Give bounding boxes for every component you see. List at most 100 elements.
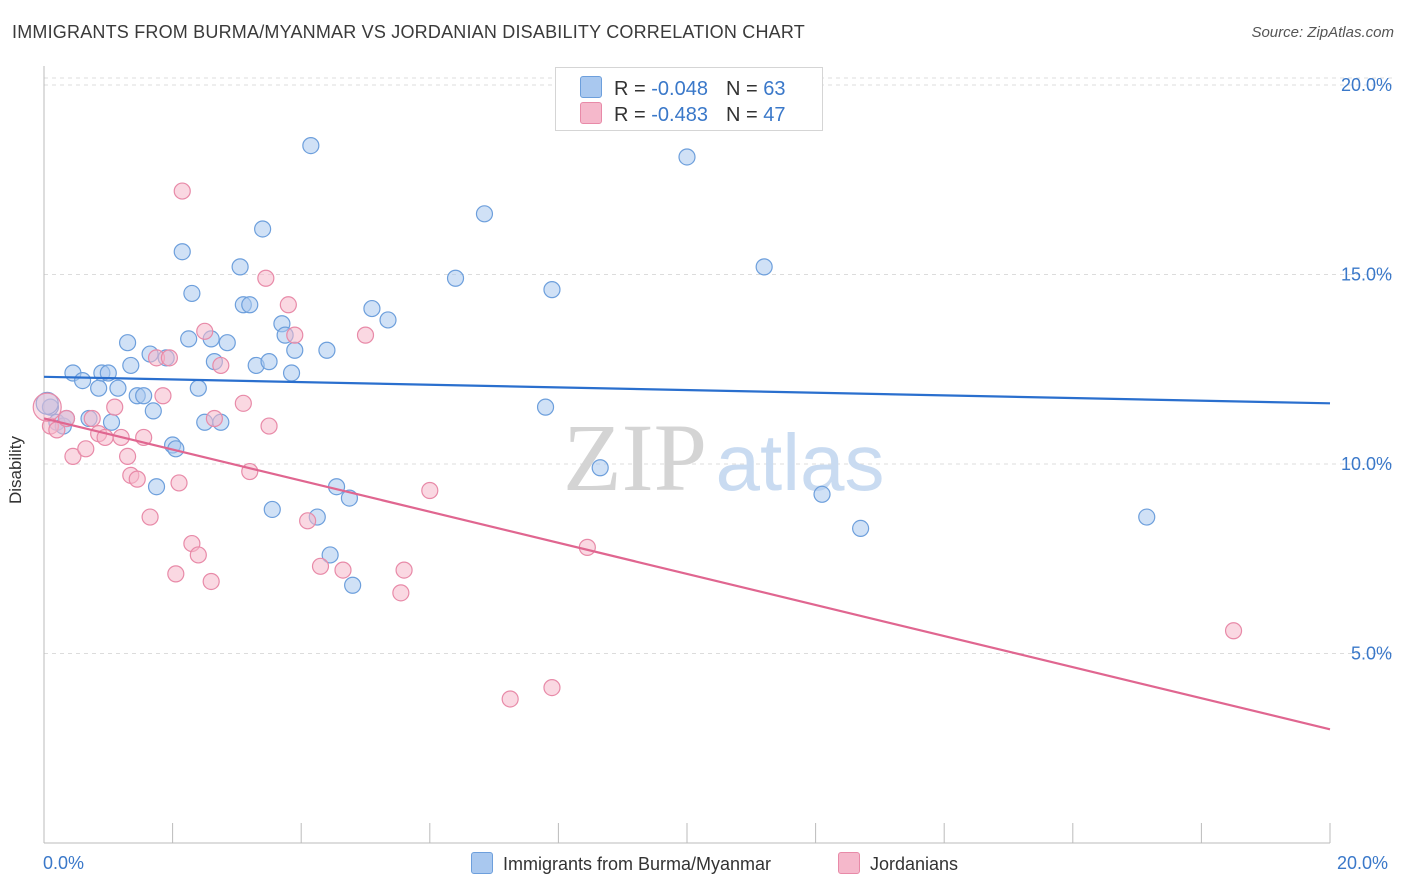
jordanian-point [279, 296, 297, 314]
burma-point [344, 576, 362, 594]
y-tick-label: 15.0% [1341, 264, 1392, 284]
legend-r-label: R = [614, 78, 652, 100]
legend-n-value: 47 [763, 104, 786, 126]
jordanian-trend-line [43, 417, 1331, 731]
jordanian-point [260, 417, 278, 435]
jordanian-point [118, 447, 137, 465]
legend-item-burma: Immigrants from Burma/Myanmar [471, 852, 771, 875]
burma-point [144, 402, 162, 420]
watermark: ZIP atlas [563, 404, 884, 511]
jordanian-point [543, 678, 561, 697]
jordanian-point [170, 474, 188, 492]
burma-point [135, 387, 153, 405]
burma-point [475, 205, 494, 223]
jordanian-point [501, 690, 519, 708]
axes [43, 66, 1331, 844]
jordanian-point-large [32, 392, 62, 422]
x-axis-min-label: 0.0% [43, 853, 85, 873]
burma-point [302, 136, 320, 155]
legend-row-jordanian: R = -0.483 N = 47 [580, 102, 785, 126]
watermark-atlas: atlas [716, 418, 885, 507]
jordanian-point [196, 322, 214, 340]
chart-title: IMMIGRANTS FROM BURMA/MYANMAR VS JORDANI… [12, 22, 805, 42]
legend-row-burma: R = -0.048 N = 63 [580, 76, 785, 100]
burma-point [536, 398, 555, 416]
legend-r-value: -0.048 [651, 78, 708, 100]
jordanian-point [212, 356, 230, 375]
y-tick-label: 5.0% [1351, 643, 1392, 663]
burma-point [379, 311, 397, 329]
burma-point [446, 269, 465, 287]
jordanian-point [1224, 622, 1243, 640]
jordanian-point [392, 584, 410, 602]
y-tick-labels: 5.0% 10.0% 15.0% 20.0% [1341, 75, 1392, 664]
burma-point [109, 379, 127, 397]
x-axis-max-label: 20.0% [1337, 853, 1389, 873]
correlation-legend: R = -0.048 N = 63 R = -0.483 N = 47 [555, 67, 823, 131]
jordanian-point [64, 447, 82, 465]
jordanian-point [334, 561, 352, 579]
series-jordanian-points [32, 182, 1243, 708]
burma-point [543, 281, 561, 299]
burma-point [73, 371, 92, 390]
y-tick-label: 10.0% [1341, 454, 1392, 474]
jordanian-point [83, 409, 101, 428]
jordanian-point [395, 561, 413, 579]
y-tick-label: 20.0% [1341, 75, 1392, 95]
jordanian-point [173, 182, 191, 200]
burma-trend-line [43, 375, 1331, 405]
legend-item-jordanian: Jordanians [838, 852, 958, 875]
burma-point [241, 296, 259, 314]
legend-swatch-burma [471, 852, 493, 874]
jordanian-point [189, 546, 207, 564]
legend-n-label: N = [725, 104, 764, 126]
burma-point [254, 220, 272, 238]
legend-label-burma: Immigrants from Burma/Myanmar [503, 854, 772, 874]
jordanian-point [257, 269, 275, 287]
burma-point [173, 243, 191, 261]
legend-n-value: 63 [763, 78, 786, 100]
burma-point [102, 413, 121, 431]
jordanian-point [154, 387, 172, 405]
burma-point [189, 379, 207, 397]
jordanian-point [106, 398, 124, 416]
burma-point [231, 258, 249, 276]
legend-swatch-jordanian [580, 102, 602, 124]
burma-point [282, 364, 301, 382]
burma-point [591, 459, 609, 477]
legend-swatch-burma [580, 76, 602, 98]
series-burma-points [35, 136, 1156, 594]
series-legend: Immigrants from Burma/Myanmar Jordanians [0, 852, 1406, 878]
jordanian-point [311, 557, 330, 575]
burma-point [321, 546, 339, 564]
jordanian-point [299, 512, 317, 530]
burma-point [1138, 508, 1156, 526]
watermark-zip: ZIP [563, 404, 707, 511]
burma-point [363, 299, 381, 318]
burma-point [118, 334, 137, 352]
burma-point [218, 334, 236, 352]
jordanian-point [167, 565, 185, 583]
burma-point [90, 379, 108, 397]
burma-point [852, 519, 870, 538]
burma-point [260, 353, 278, 371]
legend-n-label: N = [725, 78, 764, 100]
jordanian-point [286, 326, 304, 344]
jordanian-point [202, 572, 220, 591]
burma-point [183, 284, 201, 303]
jordanian-point [160, 349, 178, 367]
burma-point [286, 341, 304, 359]
burma-point [318, 341, 336, 359]
jordanian-point [234, 394, 252, 412]
burma-point [678, 148, 696, 166]
jordanian-point [205, 409, 223, 428]
burma-point [813, 485, 831, 503]
legend-label-jordanian: Jordanians [870, 854, 959, 874]
burma-point [755, 258, 773, 276]
burma-point [147, 478, 166, 496]
burma-point-large [35, 391, 59, 415]
y-axis-label: Disability [6, 435, 25, 505]
jordanian-point [128, 470, 146, 488]
source-label: Source: ZipAtlas.com [1251, 24, 1394, 41]
